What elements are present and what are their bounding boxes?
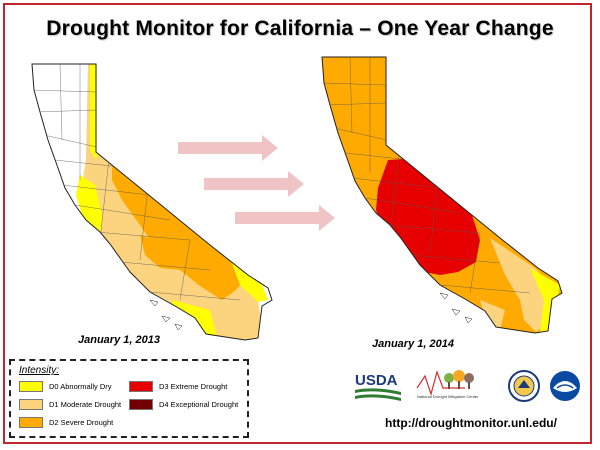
change-arrows	[178, 135, 335, 231]
arrow-right-icon	[204, 171, 304, 197]
legend-label-d1: D1 Moderate Drought	[49, 400, 122, 409]
legend-label-d0: D0 Abnormally Dry	[49, 382, 112, 391]
map-2013	[31, 63, 273, 341]
arrow-right-icon	[235, 205, 335, 231]
arrow-right-icon	[178, 135, 278, 161]
legend-swatch-d1	[19, 399, 43, 410]
legend-title: Intensity:	[19, 365, 60, 376]
legend-label-d2: D2 Severe Drought	[49, 418, 114, 427]
legend-swatch-d3	[129, 381, 153, 392]
usda-logo-text: USDA	[355, 372, 398, 389]
legend-item-d0: D0 Abnormally Dry	[19, 381, 112, 392]
ndmc-logo-icon: National Drought Mitigation Center	[416, 370, 479, 399]
d3-region-2014	[376, 158, 480, 275]
legend-item-d1: D1 Moderate Drought	[19, 399, 121, 410]
legend-label-d3: D3 Extreme Drought	[159, 382, 228, 391]
source-url[interactable]: http://droughtmonitor.unl.edu/	[385, 416, 557, 430]
page-title: Drought Monitor for California – One Yea…	[46, 17, 554, 40]
ndmc-logo-text: National Drought Mitigation Center	[417, 394, 479, 399]
legend-item-d4: D4 Exceptional Drought	[129, 399, 238, 410]
legend: Intensity: D0 Abnormally Dry D1 Moderate…	[9, 359, 249, 438]
legend-item-d2: D2 Severe Drought	[19, 417, 113, 428]
d0-east-2013	[230, 258, 268, 302]
slide-border	[3, 3, 592, 444]
d1-region-2014	[490, 238, 556, 332]
noaa-logo-icon	[550, 371, 580, 401]
legend-item-d3: D3 Extreme Drought	[129, 381, 227, 392]
partner-logos: USDA National Drought Mitigation Center	[355, 370, 580, 402]
legend-swatch-d0	[19, 381, 43, 392]
map-date-2014: January 1, 2014	[372, 338, 454, 350]
map-2014	[321, 56, 563, 334]
d2-coastal-2013	[140, 235, 182, 270]
commerce-seal-icon	[508, 370, 540, 402]
map-date-2013: January 1, 2013	[78, 334, 160, 346]
legend-swatch-d2	[19, 417, 43, 428]
d1-coast-2014	[480, 300, 505, 330]
usda-logo-icon: USDA	[355, 372, 401, 401]
legend-swatch-d4	[129, 399, 153, 410]
legend-label-d4: D4 Exceptional Drought	[159, 400, 239, 409]
